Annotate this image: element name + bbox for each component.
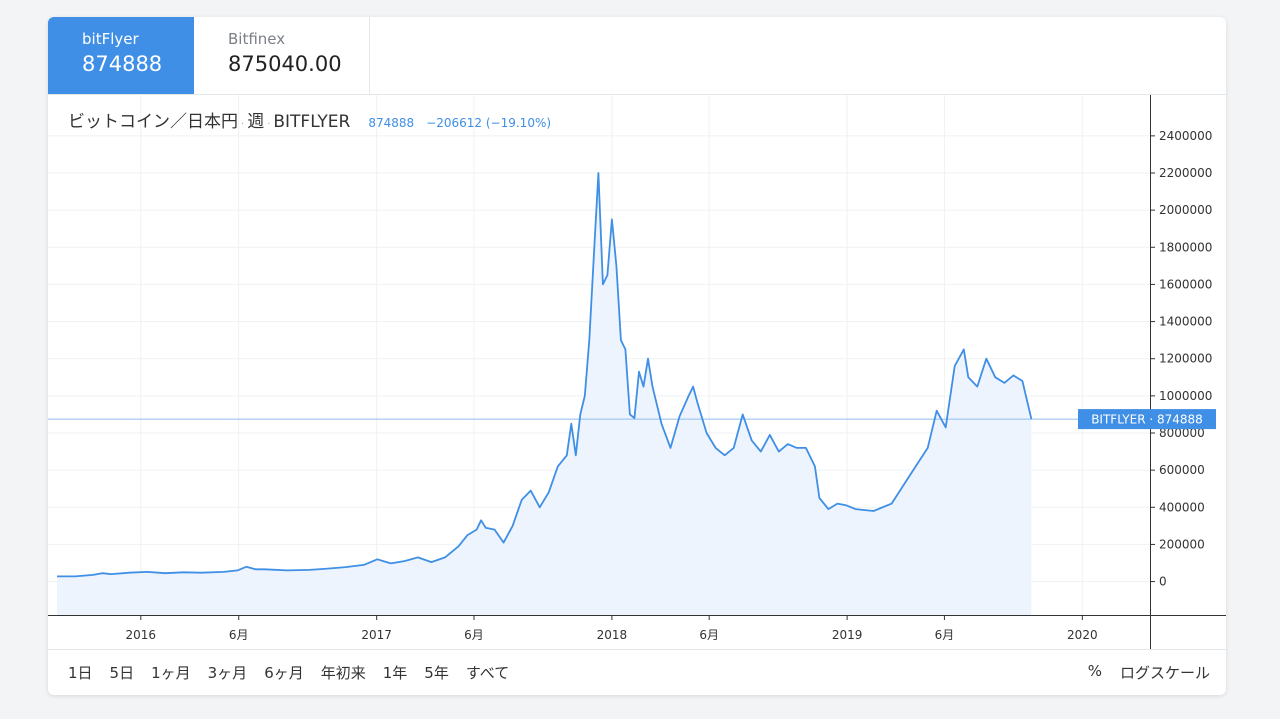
range-button-1d[interactable]: 1日 bbox=[68, 664, 93, 682]
y-tick-label: 400000 bbox=[1159, 500, 1205, 514]
range-button-5d[interactable]: 5日 bbox=[109, 664, 135, 682]
price-area bbox=[57, 173, 1032, 615]
y-tick-label: 1800000 bbox=[1159, 240, 1212, 254]
tab-bitflyer[interactable]: bitFlyer 874888 bbox=[48, 17, 194, 94]
tab-bitfinex-price: 875040.00 bbox=[228, 52, 342, 76]
log-scale-button[interactable]: ログスケール bbox=[1119, 664, 1210, 682]
separator-dot: · bbox=[267, 119, 271, 130]
tab-bitfinex[interactable]: Bitfinex 875040.00 bbox=[194, 17, 370, 94]
y-tick-label: 2000000 bbox=[1159, 203, 1212, 217]
y-tick-label: 200000 bbox=[1159, 537, 1205, 551]
interval-label: 週 bbox=[247, 112, 265, 132]
range-button-1m[interactable]: 1ヶ月 bbox=[151, 664, 191, 682]
price-line bbox=[57, 172, 1033, 578]
range-button-all[interactable]: すべて bbox=[465, 664, 510, 682]
x-tick-label: 2018 bbox=[597, 628, 628, 642]
price-chart[interactable]: 0 200000 400000 600000 800000 1000000 1200000 1… bbox=[48, 95, 1226, 649]
price-tag-label: BITFLYER · 874888 bbox=[1091, 413, 1203, 427]
chart-widget: bitFlyer 874888 Bitfinex 875040.00 0 2000… bbox=[48, 17, 1226, 695]
chart-footer: 1日 5日 1ヶ月 3ヶ月 6ヶ月 年初来 1年 5年 すべて % ログスケール bbox=[48, 649, 1226, 695]
range-button-5y[interactable]: 5年 bbox=[424, 664, 449, 682]
x-tick-label: 2016 bbox=[126, 628, 157, 642]
tab-bitfinex-name: Bitfinex bbox=[228, 30, 286, 48]
y-tick-label: 1000000 bbox=[1159, 389, 1212, 403]
symbol-label: ビットコイン／日本円 bbox=[68, 112, 238, 132]
x-tick-label: 2020 bbox=[1067, 628, 1098, 642]
x-tick-label: 6月 bbox=[935, 628, 955, 642]
x-tick-label: 2017 bbox=[361, 628, 392, 642]
tabs-divider bbox=[48, 94, 1226, 95]
range-button-3m[interactable]: 3ヶ月 bbox=[207, 664, 248, 682]
chart-header: ビットコイン／日本円 · 週 · BITFLYER 874888 −206612… bbox=[68, 107, 551, 132]
y-tick-label: 2200000 bbox=[1159, 166, 1212, 180]
y-tick-label: 600000 bbox=[1159, 463, 1205, 477]
range-button-1y[interactable]: 1年 bbox=[382, 664, 408, 682]
tab-bitflyer-name: bitFlyer bbox=[82, 30, 139, 48]
range-button-6m[interactable]: 6ヶ月 bbox=[264, 664, 304, 682]
y-tick-label: 2400000 bbox=[1159, 129, 1212, 143]
tab-bitflyer-price: 874888 bbox=[82, 52, 163, 76]
price-tag bbox=[1078, 409, 1216, 430]
y-tick-label: 1600000 bbox=[1159, 277, 1212, 291]
separator-dot: · bbox=[241, 119, 245, 130]
header-change: −206612 (−19.10%) bbox=[426, 116, 552, 130]
range-button-ytd[interactable]: 年初来 bbox=[320, 664, 366, 682]
y-tick-label: 1200000 bbox=[1159, 352, 1212, 366]
x-tick-label: 6月 bbox=[699, 628, 719, 642]
x-tick-label: 6月 bbox=[464, 628, 484, 642]
exchange-tabs: bitFlyer 874888 Bitfinex 875040.00 bbox=[48, 17, 370, 94]
exchange-label: BITFLYER bbox=[273, 112, 351, 132]
header-price: 874888 bbox=[368, 116, 415, 130]
y-tick-label: 800000 bbox=[1159, 426, 1205, 440]
percent-scale-button[interactable]: % bbox=[1087, 662, 1102, 680]
y-tick-label: 0 bbox=[1159, 575, 1167, 589]
y-tick-label: 1400000 bbox=[1159, 315, 1212, 329]
scale-buttons: % ログスケール bbox=[1070, 662, 1210, 683]
range-buttons: 1日 5日 1ヶ月 3ヶ月 6ヶ月 年初来 1年 5年 すべて bbox=[68, 662, 526, 683]
x-tick-label: 2019 bbox=[832, 628, 863, 642]
x-tick-label: 6月 bbox=[229, 628, 249, 642]
